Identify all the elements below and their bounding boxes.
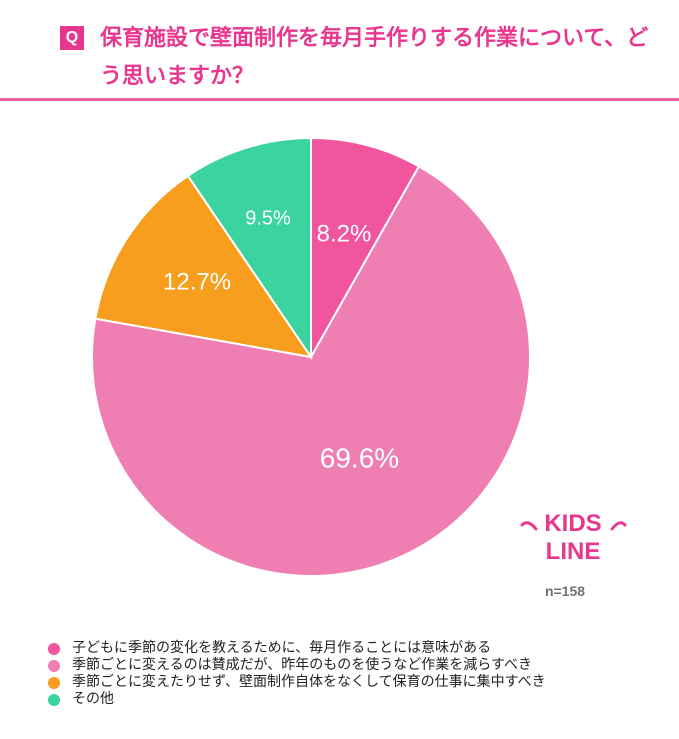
pie-value-label: 12.7% — [163, 269, 231, 296]
legend-item: その他 — [48, 691, 668, 708]
kidsline-logo: KIDS LINE — [520, 510, 627, 565]
legend-dot — [48, 642, 60, 655]
legend-item: 季節ごとに変えたりせず、壁面制作自体をなくして保育の仕事に集中すべき — [48, 674, 668, 691]
question-text: 保育施設で壁面制作を毎月手作りする作業について、どう思いますか？ — [100, 26, 649, 89]
legend-label: 季節ごとに変えるのは賛成だが、昨年のものを使うなど作業を減らすべき — [72, 657, 533, 673]
legend: 子どもに季節の変化を教えるために、毎月作ることには意味がある 季節ごとに変えるの… — [48, 640, 668, 708]
logo-line1: KIDS — [544, 510, 601, 537]
legend-dot — [48, 659, 60, 672]
legend-item: 子どもに季節の変化を教えるために、毎月作ることには意味がある — [48, 640, 668, 657]
legend-dot — [48, 693, 60, 706]
pie-chart: 8.2% 69.6% 12.7% 9.5% — [91, 136, 531, 577]
header-divider — [0, 98, 679, 101]
pie-value-label: 69.6% — [320, 442, 399, 473]
pie-slice — [186, 136, 312, 361]
logo-line2: LINE — [546, 538, 601, 565]
pie-slice — [310, 136, 421, 361]
sample-size: n=158 — [544, 583, 586, 599]
legend-item: 季節ごとに変えるのは賛成だが、昨年のものを使うなど作業を減らすべき — [48, 657, 668, 674]
question-badge: Q — [60, 26, 84, 50]
pie-slice — [94, 174, 314, 359]
legend-dot — [48, 676, 60, 689]
legend-label: 季節ごとに変えたりせず、壁面制作自体をなくして保育の仕事に集中すべき — [72, 674, 546, 690]
pie-value-label: 8.2% — [317, 220, 372, 247]
pie-labels: 8.2% 69.6% 12.7% 9.5% — [163, 207, 399, 473]
pie-slice — [91, 165, 531, 577]
pie-value-label: 9.5% — [245, 207, 291, 229]
pie-slices — [91, 136, 531, 577]
legend-label: その他 — [72, 691, 114, 707]
legend-label: 子どもに季節の変化を教えるために、毎月作ることには意味がある — [72, 640, 492, 656]
